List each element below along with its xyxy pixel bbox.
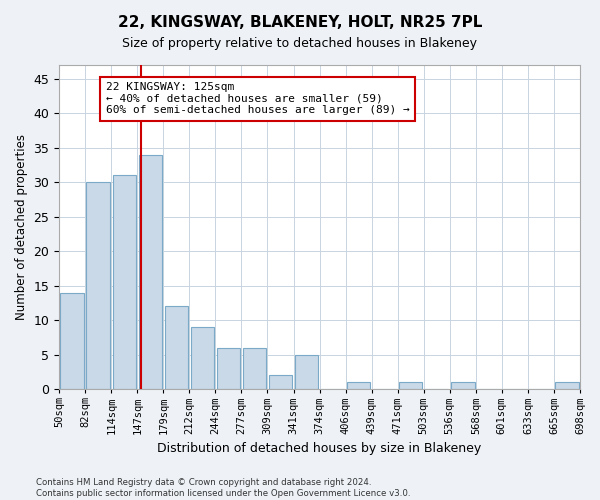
Text: 22, KINGSWAY, BLAKENEY, HOLT, NR25 7PL: 22, KINGSWAY, BLAKENEY, HOLT, NR25 7PL <box>118 15 482 30</box>
Bar <box>347 382 370 389</box>
Bar <box>451 382 475 389</box>
Bar <box>269 376 292 389</box>
Bar <box>243 348 266 389</box>
Bar <box>139 154 162 389</box>
Bar <box>191 327 214 389</box>
Bar <box>113 176 136 389</box>
Bar <box>164 306 188 389</box>
Bar <box>295 354 318 389</box>
Bar <box>555 382 578 389</box>
Text: Size of property relative to detached houses in Blakeney: Size of property relative to detached ho… <box>122 38 478 51</box>
Text: 22 KINGSWAY: 125sqm
← 40% of detached houses are smaller (59)
60% of semi-detach: 22 KINGSWAY: 125sqm ← 40% of detached ho… <box>106 82 410 116</box>
Text: Contains HM Land Registry data © Crown copyright and database right 2024.
Contai: Contains HM Land Registry data © Crown c… <box>36 478 410 498</box>
Bar <box>61 292 84 389</box>
Bar <box>86 182 110 389</box>
Bar <box>217 348 240 389</box>
X-axis label: Distribution of detached houses by size in Blakeney: Distribution of detached houses by size … <box>157 442 482 455</box>
Bar <box>399 382 422 389</box>
Y-axis label: Number of detached properties: Number of detached properties <box>15 134 28 320</box>
